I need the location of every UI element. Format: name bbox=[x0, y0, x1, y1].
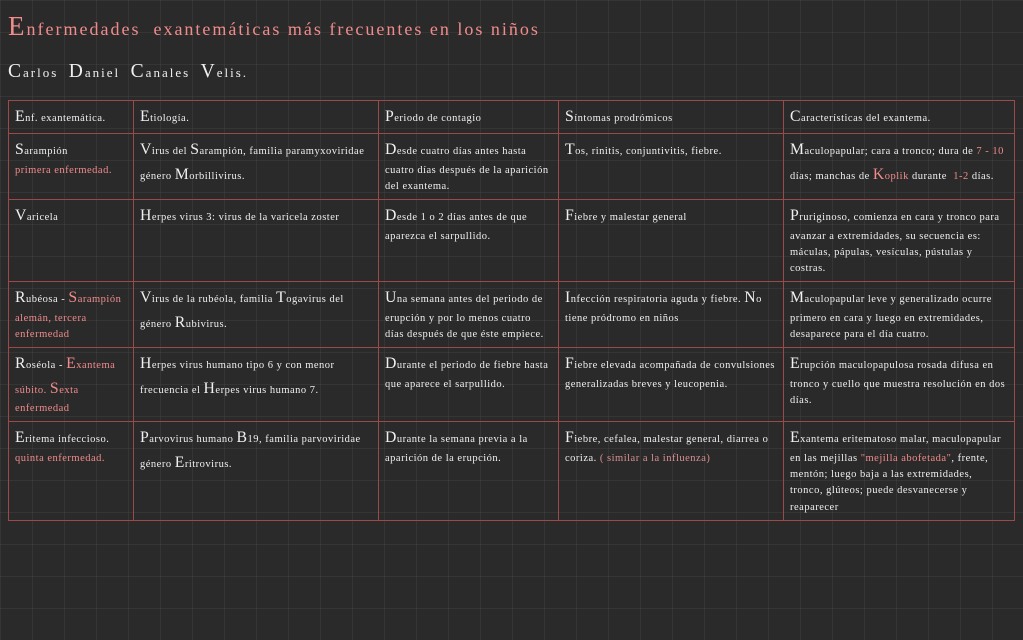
cell-symptoms: Fiebre elevada acompañada de convulsione… bbox=[559, 348, 784, 422]
cell-characteristics: Pruriginoso, comienza en cara y tronco p… bbox=[784, 200, 1015, 282]
cell-period: Desde 1 o 2 días antes de que aparezca e… bbox=[379, 200, 559, 282]
cell-disease: Sarampiónprimera enfermedad. bbox=[9, 134, 134, 200]
table-row: Roséola - Exantema súbito. Sexta enferme… bbox=[9, 348, 1015, 422]
table-header-row: Enf. exantemática. Etiología. Periodo de… bbox=[9, 100, 1015, 133]
cell-etiology: Herpes virus humano tipo 6 y con menor f… bbox=[134, 348, 379, 422]
col-header: Características del exantema. bbox=[784, 100, 1015, 133]
cell-etiology: Virus del Sarampión, familia paramyxovir… bbox=[134, 134, 379, 200]
col-header: Enf. exantemática. bbox=[9, 100, 134, 133]
col-header: Periodo de contagio bbox=[379, 100, 559, 133]
cell-symptoms: Infección respiratoria aguda y fiebre. N… bbox=[559, 282, 784, 348]
page-title: Enfermedades exantemáticas más frecuente… bbox=[8, 6, 1015, 47]
cell-characteristics: Maculopapular leve y generalizado ocurre… bbox=[784, 282, 1015, 348]
cell-symptoms: Tos, rinitis, conjuntivitis, fiebre. bbox=[559, 134, 784, 200]
cell-characteristics: Erupción maculopapulosa rosada difusa en… bbox=[784, 348, 1015, 422]
col-header: Síntomas prodrómicos bbox=[559, 100, 784, 133]
cell-period: Una semana antes del periodo de erupción… bbox=[379, 282, 559, 348]
cell-characteristics: Maculopapular; cara a tronco; dura de 7 … bbox=[784, 134, 1015, 200]
cell-period: Durante la semana previa a la aparición … bbox=[379, 422, 559, 520]
cell-etiology: Herpes virus 3: virus de la varicela zos… bbox=[134, 200, 379, 282]
author-name: Carlos Daniel Canales Velis. bbox=[8, 57, 1015, 86]
cell-disease: Rubéosa - Sarampión alemán, tercera enfe… bbox=[9, 282, 134, 348]
table-row: Rubéosa - Sarampión alemán, tercera enfe… bbox=[9, 282, 1015, 348]
cell-symptoms: Fiebre, cefalea, malestar general, diarr… bbox=[559, 422, 784, 520]
cell-disease: Varicela bbox=[9, 200, 134, 282]
table-row: Varicela Herpes virus 3: virus de la var… bbox=[9, 200, 1015, 282]
cell-etiology: Parvovirus humano B19, familia parvoviri… bbox=[134, 422, 379, 520]
cell-period: Desde cuatro días antes hasta cuatro día… bbox=[379, 134, 559, 200]
cell-period: Durante el periodo de fiebre hasta que a… bbox=[379, 348, 559, 422]
diseases-table: Enf. exantemática. Etiología. Periodo de… bbox=[8, 100, 1015, 521]
table-row: Sarampiónprimera enfermedad. Virus del S… bbox=[9, 134, 1015, 200]
cell-disease: Roséola - Exantema súbito. Sexta enferme… bbox=[9, 348, 134, 422]
table-row: Eritema infeccioso. quinta enfermedad. P… bbox=[9, 422, 1015, 520]
cell-symptoms: Fiebre y malestar general bbox=[559, 200, 784, 282]
col-header: Etiología. bbox=[134, 100, 379, 133]
cell-etiology: Virus de la rubéola, familia Togavirus d… bbox=[134, 282, 379, 348]
cell-disease: Eritema infeccioso. quinta enfermedad. bbox=[9, 422, 134, 520]
cell-characteristics: Exantema eritematoso malar, maculopapula… bbox=[784, 422, 1015, 520]
